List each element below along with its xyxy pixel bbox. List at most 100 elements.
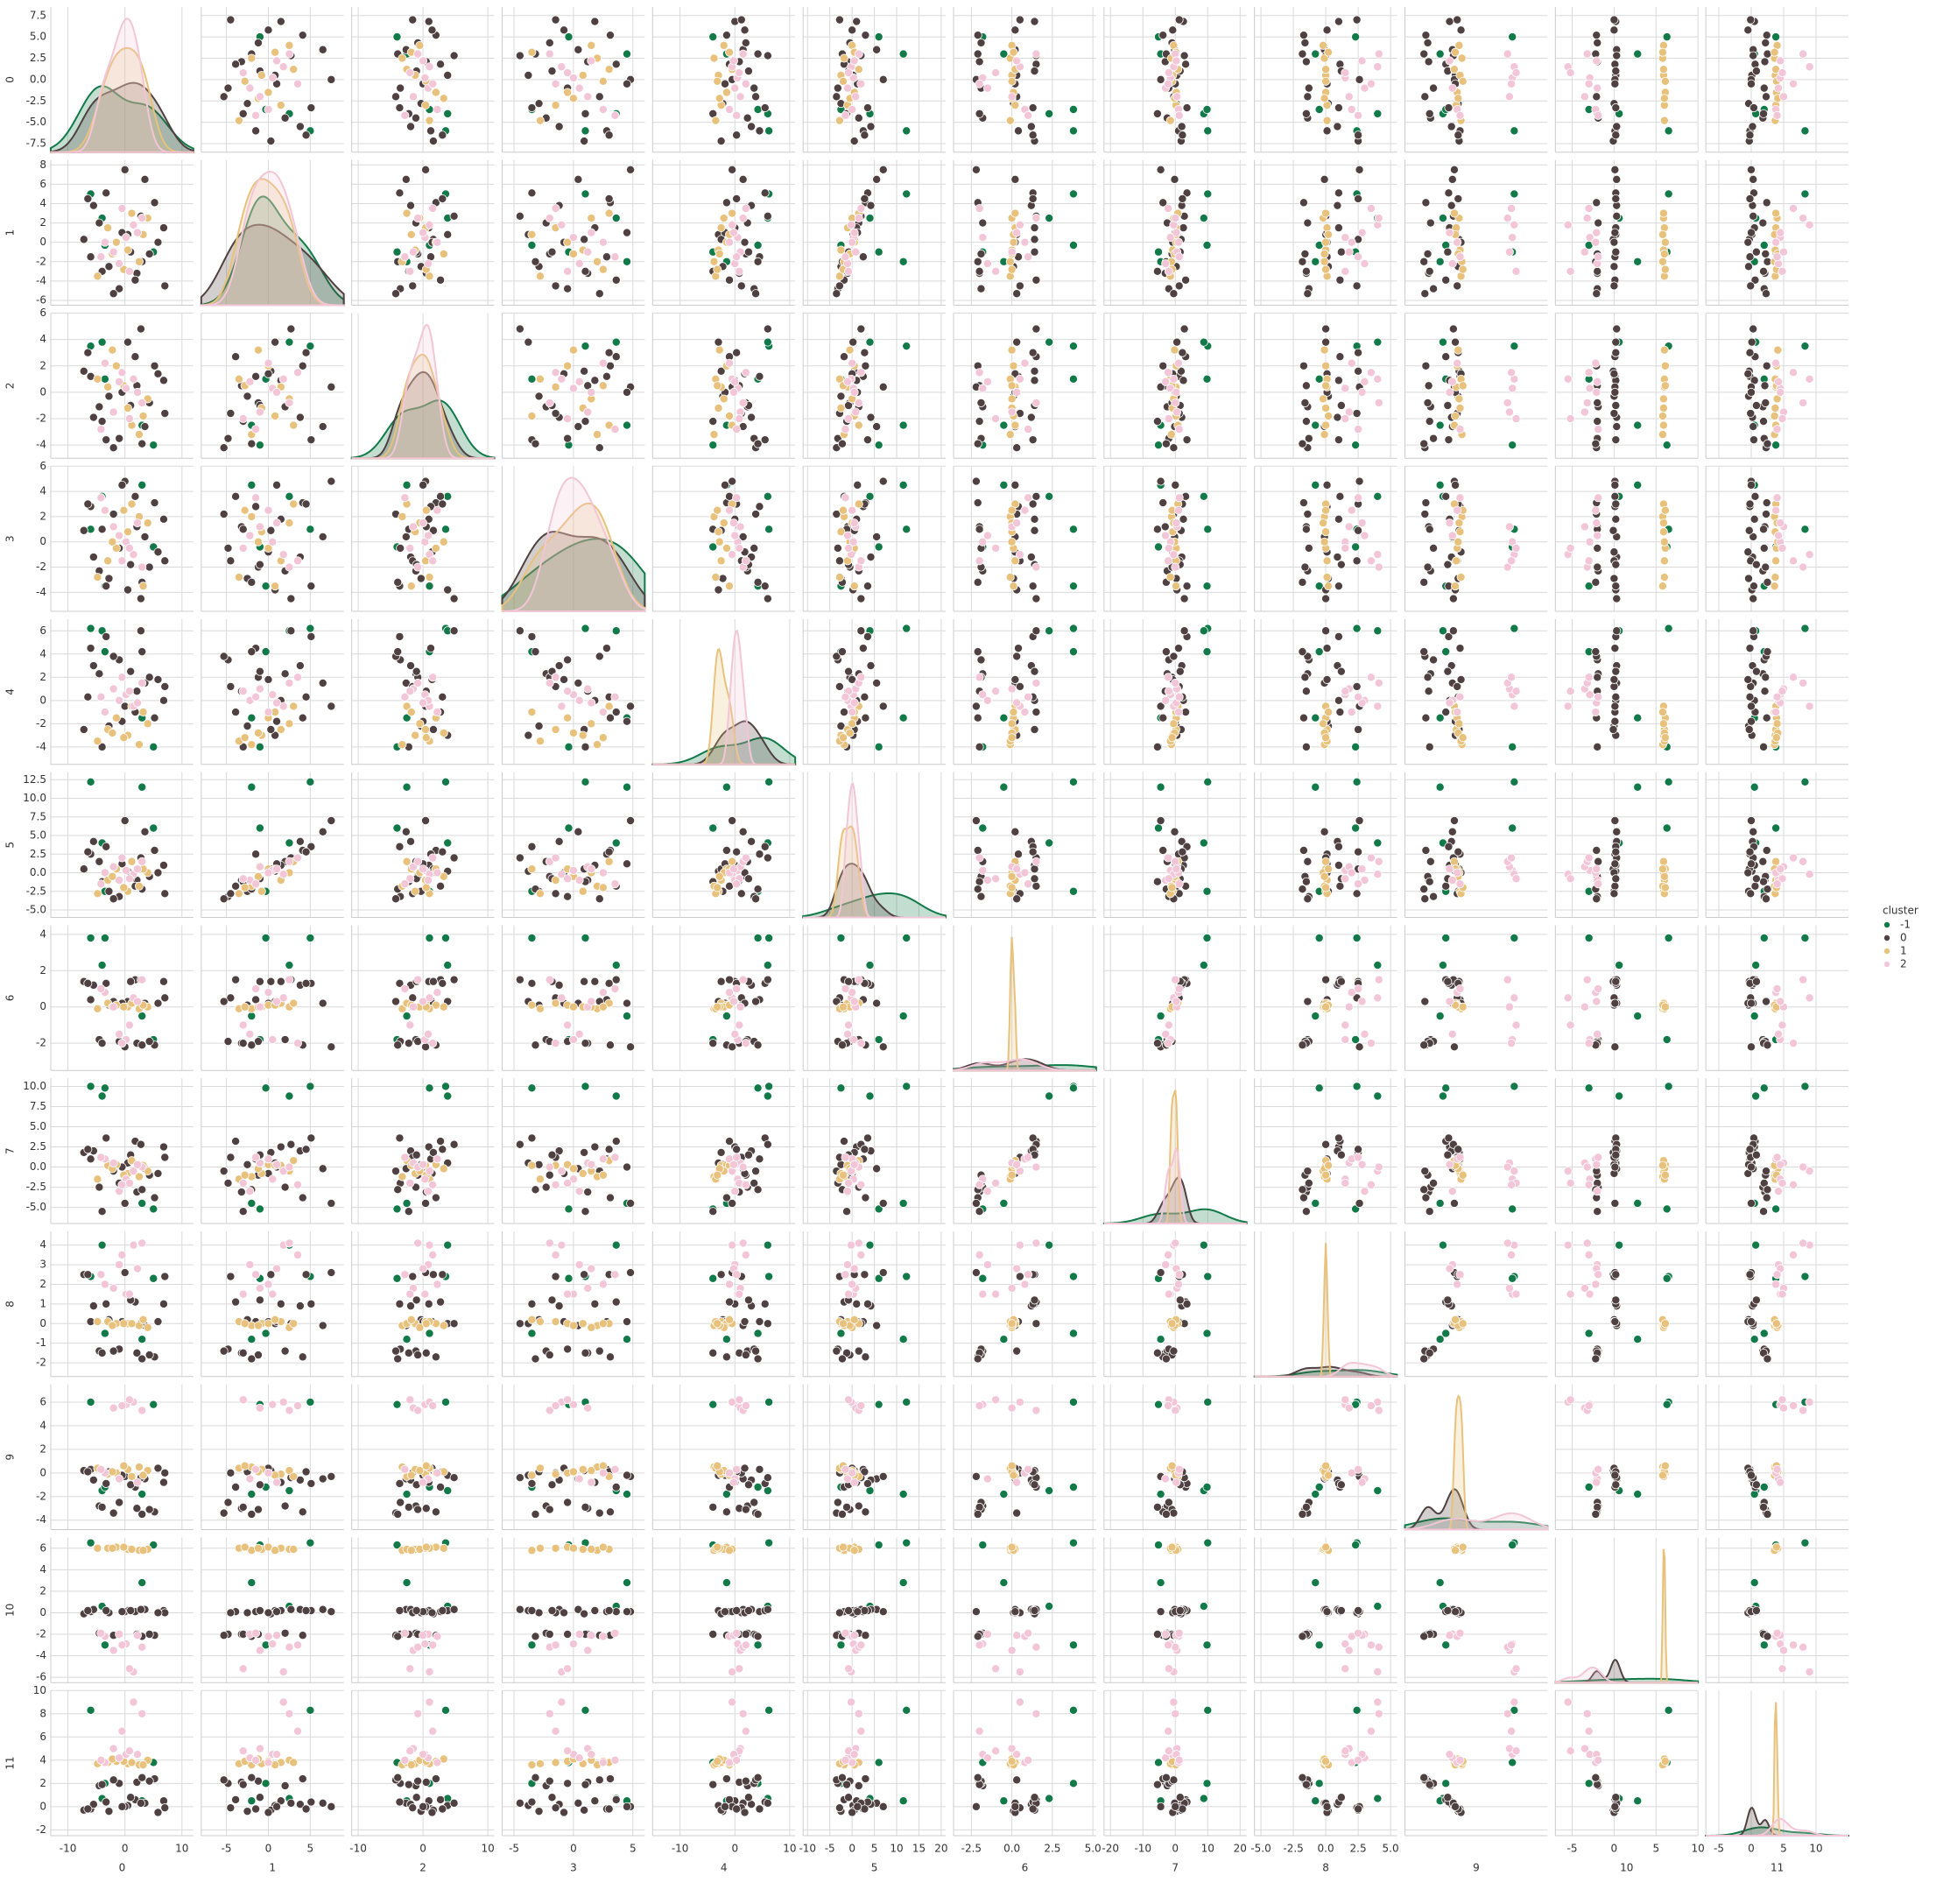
scatter-point	[714, 265, 722, 273]
scatter-point	[101, 359, 109, 367]
scatter-point	[406, 68, 414, 76]
scatter-point	[591, 377, 599, 384]
scatter-point	[296, 661, 304, 669]
scatter-point	[1355, 166, 1363, 173]
scatter-point	[1171, 828, 1179, 836]
scatter-point	[729, 865, 737, 873]
scatter-point	[105, 887, 113, 895]
scatter-point	[1175, 494, 1183, 502]
scatter-point	[1166, 116, 1174, 124]
scatter-point	[626, 816, 634, 824]
scatter-point	[302, 693, 310, 701]
scatter-point	[841, 253, 849, 261]
scatter-point	[398, 741, 406, 749]
scatter-point	[1566, 267, 1574, 275]
scatter-point	[979, 866, 987, 874]
scatter-point	[239, 688, 247, 695]
scatter-point	[419, 229, 426, 236]
scatter-point	[1763, 199, 1771, 207]
scatter-point	[264, 708, 272, 716]
scatter-point	[565, 33, 573, 41]
scatter-point	[979, 219, 987, 227]
scatter-point	[227, 16, 235, 24]
scatter-point	[1759, 219, 1767, 227]
scatter-point	[1032, 563, 1040, 571]
scatter-point	[1612, 401, 1620, 409]
scatter-point	[754, 257, 762, 265]
scatter-point	[719, 575, 727, 582]
scatter-point	[739, 175, 747, 183]
scatter-point	[1594, 267, 1602, 275]
scatter-point	[747, 837, 755, 845]
scatter-point	[293, 557, 301, 565]
scatter-point	[254, 538, 262, 546]
scatter-point	[528, 230, 536, 238]
scatter-point	[1773, 426, 1781, 434]
scatter-point	[1299, 199, 1307, 207]
scatter-point	[1613, 175, 1621, 183]
scatter-point	[109, 248, 117, 256]
scatter-point	[862, 714, 869, 722]
scatter-point	[524, 338, 532, 346]
scatter-point	[1744, 575, 1752, 582]
scatter-point	[1175, 880, 1183, 888]
scatter-point	[729, 229, 737, 236]
scatter-point	[159, 377, 167, 384]
scatter-point	[1752, 67, 1760, 75]
scatter-point	[1000, 421, 1008, 429]
x-tick-label: 10	[175, 1843, 188, 1855]
scatter-point	[109, 652, 117, 660]
scatter-point	[1166, 573, 1174, 581]
scatter-point	[729, 221, 736, 229]
y-axis-label: 11	[4, 1756, 17, 1769]
scatter-point	[605, 209, 613, 217]
scatter-point	[1032, 595, 1040, 603]
scatter-point	[264, 88, 272, 96]
scatter-point	[569, 95, 577, 102]
scatter-point	[560, 675, 567, 683]
scatter-point	[974, 50, 982, 58]
scatter-point	[401, 880, 409, 888]
scatter-point	[754, 241, 762, 249]
scatter-point	[285, 338, 293, 346]
scatter-point	[407, 230, 415, 238]
scatter-point	[1429, 892, 1437, 900]
scatter-point	[714, 77, 722, 85]
scatter-point	[1760, 544, 1768, 552]
scatter-point	[1321, 209, 1329, 217]
scatter-point	[1806, 375, 1813, 383]
y-tick-label: 5.0	[30, 31, 46, 43]
scatter-point	[248, 512, 256, 520]
scatter-point	[1774, 346, 1782, 354]
scatter-point	[1301, 563, 1309, 571]
scatter-point	[581, 127, 589, 135]
y-tick-label: -4	[36, 274, 46, 286]
scatter-point	[1566, 414, 1574, 422]
y-tick-label: 2.5	[30, 52, 46, 64]
scatter-point	[1031, 18, 1038, 25]
scatter-point	[764, 325, 771, 333]
scatter-point	[279, 871, 287, 878]
scatter-point	[564, 892, 572, 900]
scatter-point	[1449, 325, 1457, 333]
scatter-point	[264, 869, 272, 877]
scatter-point	[1305, 434, 1313, 442]
scatter-point	[109, 510, 117, 518]
scatter-point	[1448, 84, 1456, 92]
scatter-point	[1772, 506, 1780, 514]
scatter-point	[1659, 66, 1667, 74]
scatter-point	[1336, 276, 1344, 284]
scatter-point	[1341, 875, 1349, 883]
scatter-point	[1354, 111, 1362, 119]
scatter-point	[1174, 506, 1182, 514]
scatter-point	[436, 276, 444, 284]
scatter-point	[112, 362, 120, 370]
scatter-point	[122, 866, 130, 874]
scatter-point	[429, 725, 437, 733]
scatter-point	[857, 673, 865, 681]
scatter-point	[1509, 441, 1517, 449]
scatter-point	[975, 204, 983, 212]
scatter-point	[1658, 230, 1666, 238]
scatter-point	[1594, 532, 1602, 539]
scatter-point	[138, 648, 146, 656]
